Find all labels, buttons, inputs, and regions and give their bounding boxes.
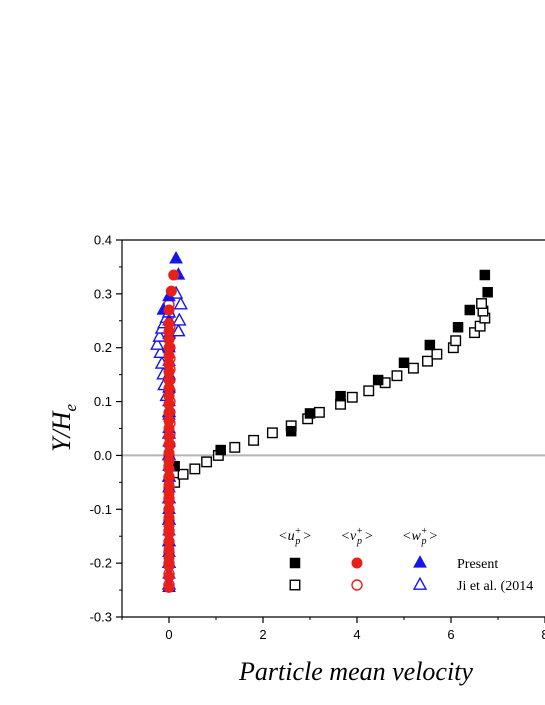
- x-tick-label: 2: [259, 627, 266, 642]
- x-tick-label: 8: [541, 627, 545, 642]
- data-point: [479, 269, 491, 281]
- data-point: [313, 406, 325, 418]
- data-point: [424, 339, 436, 351]
- y-tick-label: 0.0: [94, 448, 112, 463]
- data-point: [201, 456, 213, 468]
- data-point: [391, 370, 403, 382]
- series-square-open: [169, 298, 491, 488]
- data-point: [398, 357, 410, 369]
- data-point: [189, 463, 201, 475]
- data-point: [215, 444, 226, 456]
- y-axis-title-sub: e: [61, 404, 80, 412]
- data-point: [171, 323, 186, 337]
- data-point: [346, 391, 358, 403]
- legend-marker: [289, 557, 301, 569]
- legend-marker: [412, 576, 428, 590]
- data-point: [229, 441, 241, 453]
- y-tick-label: 0.4: [94, 233, 112, 248]
- legend-marker: [289, 579, 301, 591]
- data-point: [173, 296, 188, 310]
- legend-column-header: <v+ p >: [341, 526, 374, 547]
- y-tick-label: -0.3: [90, 610, 112, 625]
- data-point: [165, 285, 177, 297]
- data-point: [304, 408, 316, 419]
- x-tick-label: 0: [165, 627, 172, 642]
- data-marks: [150, 250, 493, 593]
- data-point: [464, 304, 476, 316]
- data-point: [163, 317, 175, 329]
- y-tick-label: 0.1: [94, 394, 112, 409]
- x-tick-label: 6: [447, 627, 454, 642]
- y-axis-title-main: Y/H: [47, 410, 76, 452]
- legend-marker: [351, 579, 363, 591]
- legend-column-header: <u+ p >: [278, 526, 312, 547]
- y-tick-label: -0.2: [90, 556, 112, 571]
- data-point: [450, 335, 462, 347]
- data-point: [163, 304, 175, 316]
- data-point: [476, 298, 487, 310]
- y-tick-label: 0.2: [94, 340, 112, 355]
- data-point: [469, 327, 480, 339]
- series-circle-filled: [163, 269, 180, 593]
- legend-marker: [351, 557, 363, 569]
- data-point: [169, 250, 183, 264]
- data-point: [407, 362, 419, 374]
- data-point: [431, 348, 443, 360]
- data-point: [452, 321, 464, 333]
- y-tick-label: 0.3: [94, 286, 112, 301]
- legend-column-header: <w+ p >: [402, 526, 438, 547]
- data-point: [150, 336, 165, 350]
- y-axis-title: Y/He: [47, 404, 80, 452]
- legend-row-label: Present: [457, 557, 498, 572]
- data-point: [172, 312, 187, 326]
- legend-row-label: Ji et al. (2014: [457, 579, 533, 594]
- data-point: [335, 390, 346, 402]
- legend: <u+ p > <v+ p > <w+ p > Present Ji et al. (2014: [278, 526, 533, 594]
- legend-marker: [413, 555, 427, 568]
- data-point: [482, 286, 493, 298]
- svg-text:Y/He: Y/He: [47, 404, 80, 452]
- data-point: [285, 425, 297, 437]
- data-point: [168, 269, 180, 281]
- axes: -0.3 -0.2 -0.1 0.0 0.1 0.2 0.3 0.4 0 2 4 6 8: [90, 233, 545, 642]
- data-point: [177, 468, 189, 480]
- x-axis-title: Particle mean velocity: [238, 657, 473, 686]
- data-point: [372, 374, 384, 386]
- data-point: [266, 427, 278, 439]
- y-tick-label: -0.1: [90, 502, 112, 517]
- series-square-filled: [169, 269, 493, 472]
- data-point: [422, 355, 433, 367]
- data-point: [163, 581, 175, 593]
- data-point: [248, 434, 260, 446]
- x-tick-label: 4: [353, 627, 360, 642]
- data-point: [363, 385, 375, 397]
- data-point: [163, 571, 175, 583]
